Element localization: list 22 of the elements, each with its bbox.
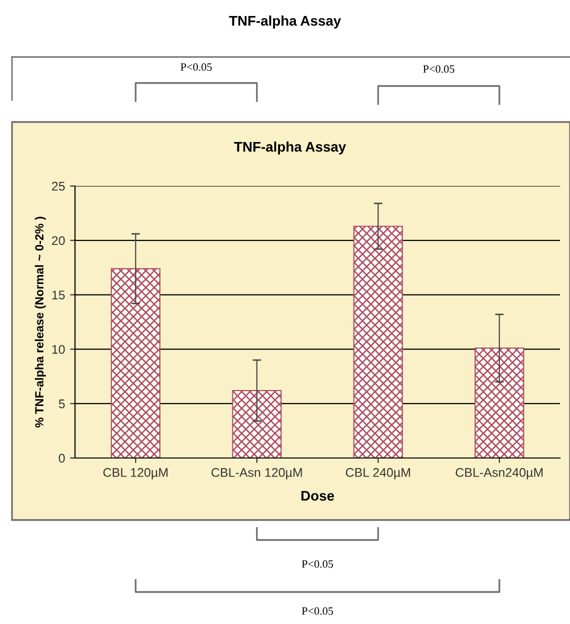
y-tick-label: 0 (58, 454, 65, 463)
chart-subtitle: TNF-alpha Assay (234, 142, 346, 154)
bar (110, 268, 160, 458)
y-tick-label: 25 (52, 182, 65, 191)
text: P<0.05 (423, 65, 454, 73)
bar (232, 390, 282, 458)
bar (353, 226, 403, 458)
y-axis-title: % TNF-alpha release (Normal ~ 0-2% ) (34, 216, 46, 428)
chart-title: TNF-alpha Assay (229, 16, 342, 28)
text: P<0.05 (180, 63, 212, 71)
bar (474, 348, 524, 458)
y-tick-label: 15 (52, 290, 65, 300)
y-tick-label: 20 (52, 236, 65, 246)
text: P<0.05 (302, 560, 334, 568)
x-tick-label: CBL-Asn240µM (456, 468, 543, 480)
text: P<0.05 (302, 607, 334, 615)
x-tick-label: CBL 120µM (103, 468, 168, 480)
x-tick-label: CBL 240µM (346, 468, 410, 480)
x-axis-title: Dose (301, 490, 334, 501)
x-tick-label: CBL-Asn 120µM (212, 468, 302, 480)
y-tick-label: 10 (52, 345, 65, 354)
y-tick-label: 5 (58, 400, 65, 408)
